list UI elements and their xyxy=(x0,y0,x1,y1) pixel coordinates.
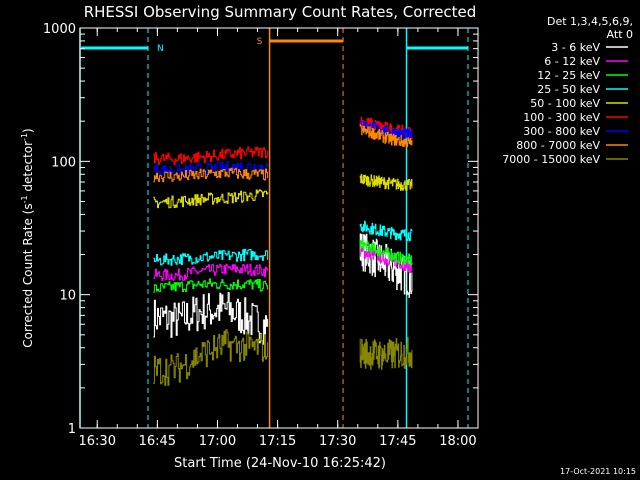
x-tick-label-1: 16:45 xyxy=(139,434,176,449)
x-tick-label-4: 17:30 xyxy=(319,434,356,449)
series-line-7-seg-1 xyxy=(359,123,413,148)
x-tick-label-2: 17:00 xyxy=(199,434,236,449)
legend-header-line1: Det 1,3,4,5,6,9, xyxy=(547,15,633,28)
legend-label-6: 300 - 800 keV xyxy=(523,125,600,138)
series-line-2-seg-1 xyxy=(359,239,413,266)
y-axis-label-sup2: -1 xyxy=(20,133,29,141)
y-axis-label-mid: detector xyxy=(21,141,35,196)
x-tick-label-3: 17:15 xyxy=(259,434,296,449)
night-label: N xyxy=(157,44,164,54)
series-line-4-seg-1 xyxy=(359,173,413,191)
y-tick-label-0: 1 xyxy=(68,422,76,437)
series-line-0-seg-0 xyxy=(153,292,269,345)
series-line-2-seg-0 xyxy=(153,278,269,293)
legend-header-line2: Att 0 xyxy=(607,28,633,41)
chart-title: RHESSI Observing Summary Count Rates, Co… xyxy=(84,3,477,21)
series-line-8-seg-0 xyxy=(153,329,269,386)
legend-label-5: 100 - 300 keV xyxy=(523,111,600,124)
y-tick-label-3: 1000 xyxy=(43,22,76,37)
y-axis-label: Corrected Count Rate (s-1 detector-1) xyxy=(20,128,35,347)
legend-label-1: 6 - 12 keV xyxy=(544,55,600,68)
axes-frame xyxy=(79,27,479,429)
legend-label-2: 12 - 25 keV xyxy=(537,69,600,82)
svg-text:Corrected Count Rate (s-1 dete: Corrected Count Rate (s-1 detector-1) xyxy=(20,128,35,347)
series-line-3-seg-1 xyxy=(359,220,413,242)
x-tick-label-5: 17:45 xyxy=(379,434,416,449)
y-tick-label-2: 100 xyxy=(51,155,76,170)
x-axis-label: Start Time (24-Nov-10 16:25:42) xyxy=(174,456,386,471)
legend-label-3: 25 - 50 keV xyxy=(537,83,600,96)
x-tick-label-6: 18:00 xyxy=(439,434,476,449)
y-axis-label-end: ) xyxy=(21,128,35,133)
series-line-4-seg-0 xyxy=(153,189,269,209)
y-axis-label-sup1: -1 xyxy=(20,195,29,203)
legend-label-8: 7000 - 15000 keV xyxy=(502,153,600,166)
series-line-3-seg-0 xyxy=(153,248,269,266)
series-line-5-seg-0 xyxy=(153,146,269,166)
plot-area: N S 16:30 16:45 17:00 17:15 17:30 17:45 18:00 1 10… xyxy=(43,22,479,449)
series-line-7-seg-0 xyxy=(153,167,269,183)
saa-label: S xyxy=(257,37,263,47)
x-tick-label-0: 16:30 xyxy=(79,434,116,449)
generation-timestamp: 17-Oct-2021 10:15 xyxy=(560,467,636,476)
series-line-8-seg-1 xyxy=(359,337,413,370)
y-axis-label-main: Corrected Count Rate (s xyxy=(21,203,35,347)
legend-label-7: 800 - 7000 keV xyxy=(516,139,600,152)
series-line-1-seg-0 xyxy=(153,263,269,281)
y-tick-label-1: 10 xyxy=(59,289,76,304)
series-line-6-seg-0 xyxy=(153,161,269,176)
legend-label-0: 3 - 6 keV xyxy=(551,41,600,54)
legend-label-4: 50 - 100 keV xyxy=(530,97,600,110)
